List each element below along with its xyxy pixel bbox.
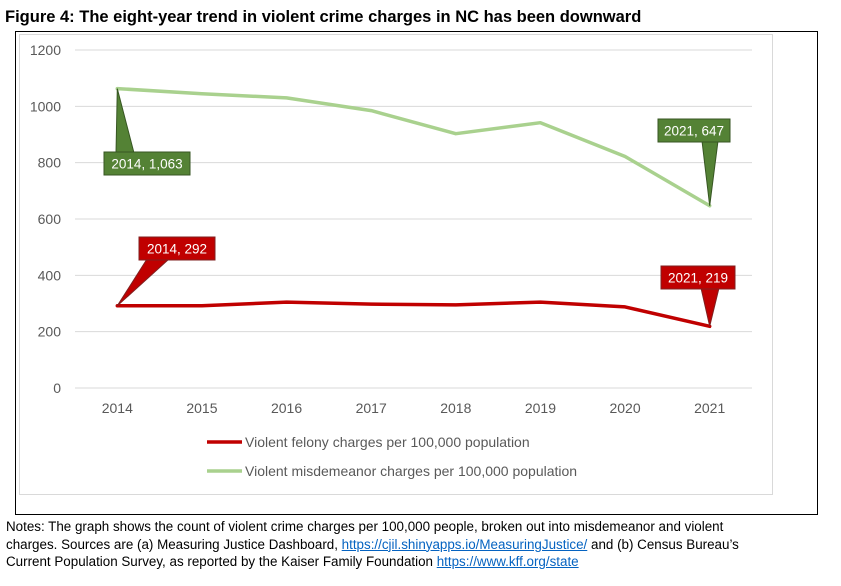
data-label: 2021, 647 [664,124,724,139]
series-line-1 [115,300,712,329]
notes: Notes: The graph shows the count of viol… [6,518,836,571]
notes-line-2-text: charges. Sources are (a) Measuring Justi… [6,536,342,552]
data-label: 2014, 1,063 [111,157,182,172]
measuring-justice-link[interactable]: https://cjil.shinyapps.io/MeasuringJusti… [341,536,588,552]
callout-box [660,265,736,290]
y-tick-label: 1200 [30,42,61,58]
data-label: 2021, 219 [668,271,728,286]
callout-pointer [700,287,720,327]
callout-pointer [701,140,719,206]
x-tick-label: 2018 [440,400,471,416]
data-label: 2014, 292 [147,242,207,257]
x-tick-label: 2021 [694,400,725,416]
y-tick-label: 0 [53,380,61,396]
notes-line-2-tail: and (b) Census Bureau’s [587,536,739,552]
x-tick-label: 2015 [186,400,217,416]
notes-line-2: charges. Sources are (a) Measuring Justi… [6,536,836,554]
y-tick-label: 1000 [30,98,61,114]
callout-box [657,118,731,143]
callout-box [138,236,216,261]
y-tick-label: 200 [38,324,62,340]
figure-title: Figure 4: The eight-year trend in violen… [5,8,642,26]
legend-label-1: Violent felony charges per 100,000 popul… [245,434,530,450]
callout-box [103,151,191,176]
callout-pointer [115,88,135,154]
x-tick-label: 2016 [271,400,302,416]
x-tick-label: 2019 [525,400,556,416]
y-tick-label: 600 [38,211,62,227]
y-tick-label: 400 [38,267,62,283]
series-line-2 [115,86,712,208]
legend-label-2: Violent misdemeanor charges per 100,000 … [245,463,577,479]
x-tick-label: 2014 [102,400,133,416]
notes-line-3: Current Population Survey, as reported b… [6,553,836,571]
callout-pointer [116,258,171,307]
x-tick-label: 2020 [609,400,640,416]
notes-line-3-text: Current Population Survey, as reported b… [6,554,437,569]
chart-outer-frame [15,31,818,515]
y-tick-label: 800 [38,155,62,171]
chart-plot-frame [19,34,773,495]
x-tick-label: 2017 [356,400,387,416]
kff-state-link[interactable]: https://www.kff.org/state [436,554,579,569]
notes-line-1: Notes: The graph shows the count of viol… [6,519,724,534]
